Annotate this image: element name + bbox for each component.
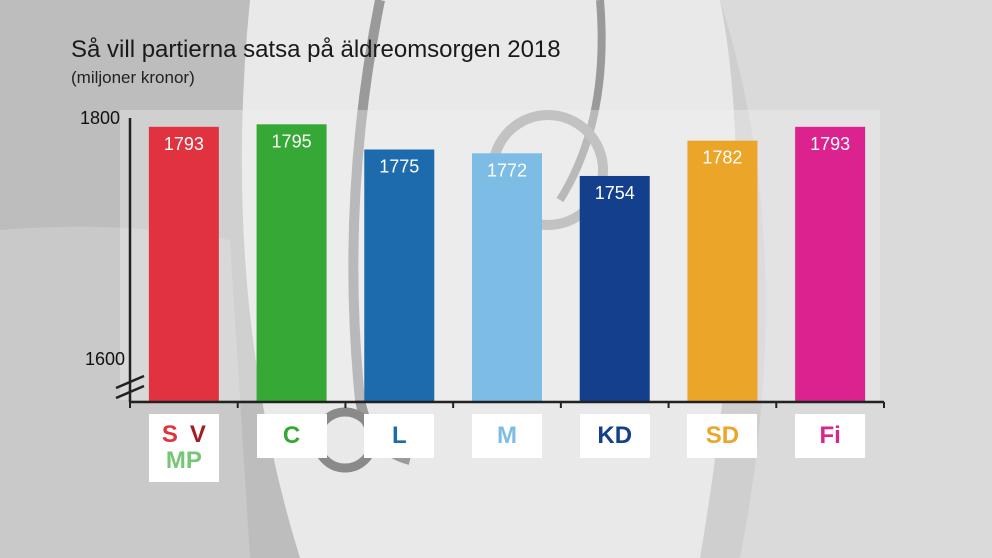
bar (148, 126, 219, 402)
party-abbreviation: L (391, 422, 407, 449)
data-label: 1775 (379, 157, 419, 177)
party-abbreviation: KD (597, 422, 633, 449)
party-badge: Fi (795, 414, 866, 458)
party-abbreviation: SD (705, 422, 740, 449)
bar (687, 140, 758, 402)
party-badge-row: M (497, 423, 517, 449)
bar (364, 149, 435, 402)
party-abbreviation: S (161, 421, 178, 448)
data-label: 1772 (487, 160, 527, 180)
party-badge-row: C (283, 423, 300, 449)
party-badge: L (364, 414, 435, 458)
party-badge: S V MP (148, 414, 219, 482)
party-badge-row: SD (706, 423, 739, 449)
axis-break-mark (115, 384, 145, 400)
data-label: 1754 (595, 183, 635, 203)
chart-title: Så vill partierna satsa på äldreomsorgen… (71, 36, 561, 63)
party-badge: KD (579, 414, 650, 458)
party-badge: SD (687, 414, 758, 458)
bar (579, 175, 650, 402)
party-badge: M (472, 414, 542, 458)
party-abbreviation: C (282, 422, 301, 449)
party-badge-row: Fi (819, 423, 840, 449)
party-badge-row: KD (597, 423, 632, 449)
y-tick-label: 1800 (80, 108, 120, 128)
party-abbreviation: MP (165, 447, 202, 474)
data-label: 1793 (810, 134, 850, 154)
party-badge-row: MP (166, 448, 202, 474)
party-badge-row: L (392, 423, 407, 449)
bar (256, 124, 327, 403)
chart-subtitle: (miljoner kronor) (71, 68, 195, 87)
bar (795, 126, 866, 402)
party-abbreviation: M (497, 422, 517, 449)
party-abbreviation: Fi (819, 422, 841, 449)
data-label: 1793 (164, 134, 204, 154)
party-abbreviation: V (189, 421, 206, 448)
axis-break-mark (115, 374, 145, 390)
y-tick-label: 1600 (85, 349, 125, 369)
data-label: 1782 (702, 148, 742, 168)
party-badge: C (256, 414, 327, 458)
data-label: 1795 (272, 131, 312, 151)
bar (472, 153, 542, 402)
